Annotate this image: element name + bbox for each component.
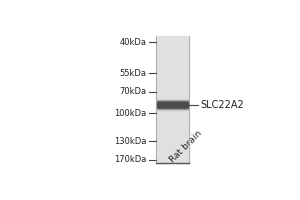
Bar	[157, 108, 188, 109]
Bar	[157, 105, 188, 106]
Bar	[157, 101, 188, 102]
Bar	[157, 103, 188, 104]
Bar	[157, 99, 188, 100]
Text: 170kDa: 170kDa	[114, 155, 147, 164]
Text: 55kDa: 55kDa	[120, 69, 147, 78]
Bar	[157, 104, 188, 105]
Bar	[157, 101, 188, 102]
Bar	[157, 107, 188, 108]
Bar	[157, 100, 188, 101]
Bar	[157, 107, 188, 108]
Bar	[157, 106, 188, 107]
Text: 70kDa: 70kDa	[120, 87, 147, 96]
Bar	[157, 102, 188, 103]
Text: SLC22A2: SLC22A2	[200, 100, 244, 110]
Bar	[157, 104, 188, 105]
Bar	[157, 108, 188, 109]
Text: 40kDa: 40kDa	[120, 38, 147, 47]
Text: Rat brain: Rat brain	[168, 129, 204, 164]
Bar	[157, 100, 188, 101]
Bar	[157, 109, 188, 110]
Text: 130kDa: 130kDa	[114, 137, 147, 146]
Bar	[157, 103, 188, 104]
Text: 100kDa: 100kDa	[115, 109, 147, 118]
